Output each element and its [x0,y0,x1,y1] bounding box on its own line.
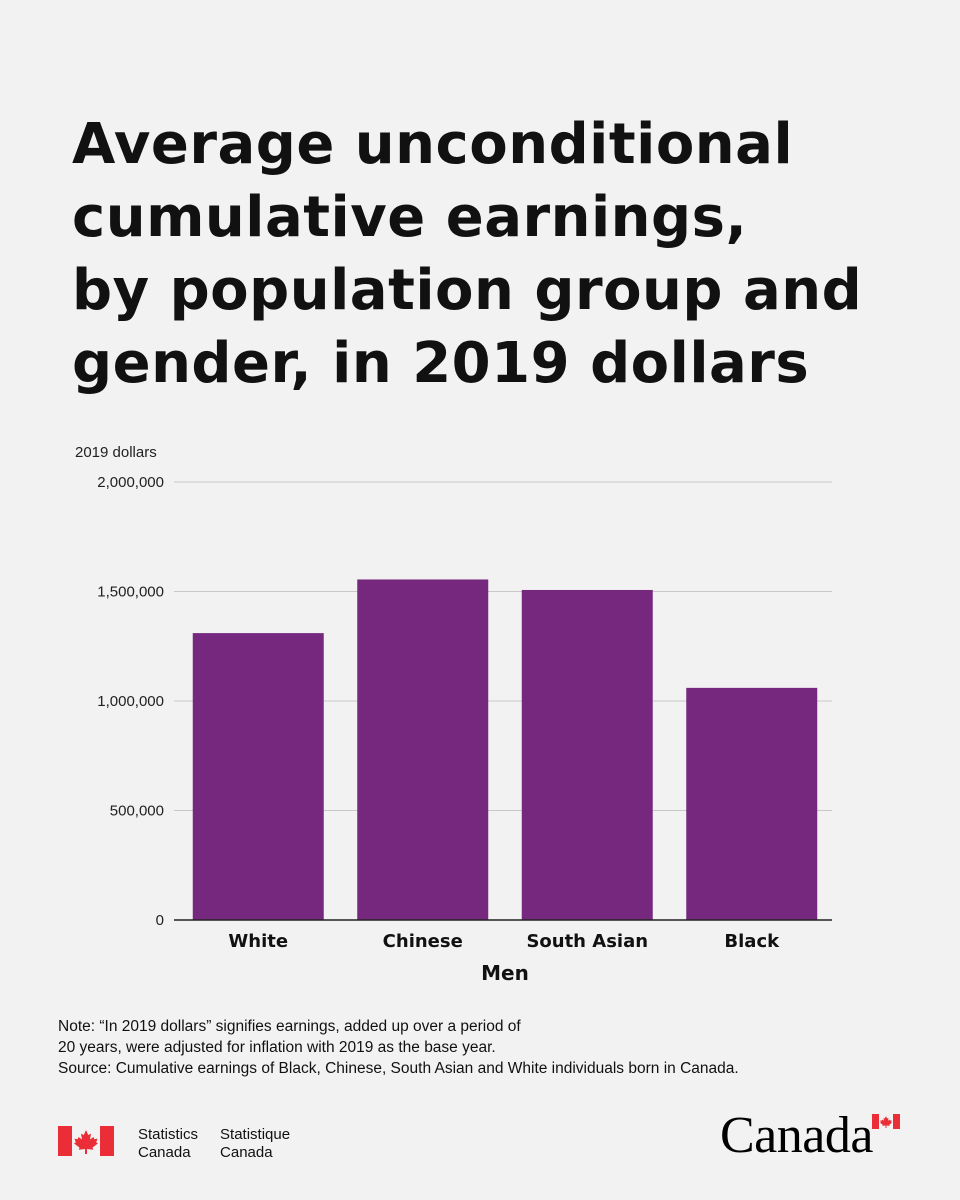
x-tick-label: South Asian [526,931,648,952]
y-tick-label: 1,500,000 [97,584,164,601]
y-tick-label: 1,000,000 [97,693,164,710]
canada-flag-icon [58,1126,114,1156]
x-tick-label: White [228,931,288,952]
x-axis-label: Men [481,961,529,985]
note-line: Note: “In 2019 dollars” signifies earnin… [58,1018,521,1035]
title-line: gender, in 2019 dollars [72,331,810,396]
title-line: Average unconditional [72,112,794,177]
bar [357,579,489,920]
wordmark-flag-icon [872,1114,900,1129]
y-tick-label: 2,000,000 [97,474,164,491]
statcan-signature: Statistics Canada Statistique Canada [58,1126,290,1162]
y-tick-label: 0 [156,912,164,929]
bar-chart: 2019 dollars 0 500,000 1,000,000 1,500,000 2,… [75,444,832,985]
bar [686,687,818,920]
agency-name-en: Statistics Canada [138,1126,198,1162]
canada-wordmark-text: Canada [720,1107,873,1164]
agency-name-fr-line: Statistique [220,1126,291,1143]
source-line: Source: Cumulative earnings of Black, Ch… [58,1060,739,1077]
title-line: by population group and [72,258,863,323]
agency-name-en-line: Canada [138,1144,191,1161]
y-axis-label: 2019 dollars [75,444,157,461]
canada-wordmark: Canada [720,1108,910,1164]
note-line: 20 years, were adjusted for inflation wi… [58,1039,496,1056]
agency-name-fr: Statistique Canada [220,1126,290,1162]
agency-name-en-line: Statistics [138,1126,199,1143]
x-tick-label: Chinese [383,931,463,952]
bar [521,589,653,920]
agency-name-fr-line: Canada [220,1144,273,1161]
title-line: cumulative earnings, [72,185,748,250]
chart-notes: Note: “In 2019 dollars” signifies earnin… [58,1016,938,1079]
bar [192,633,324,920]
chart-title: Average unconditional cumulative earning… [72,108,912,400]
y-tick-label: 500,000 [110,803,164,820]
x-tick-label: Black [724,931,780,952]
